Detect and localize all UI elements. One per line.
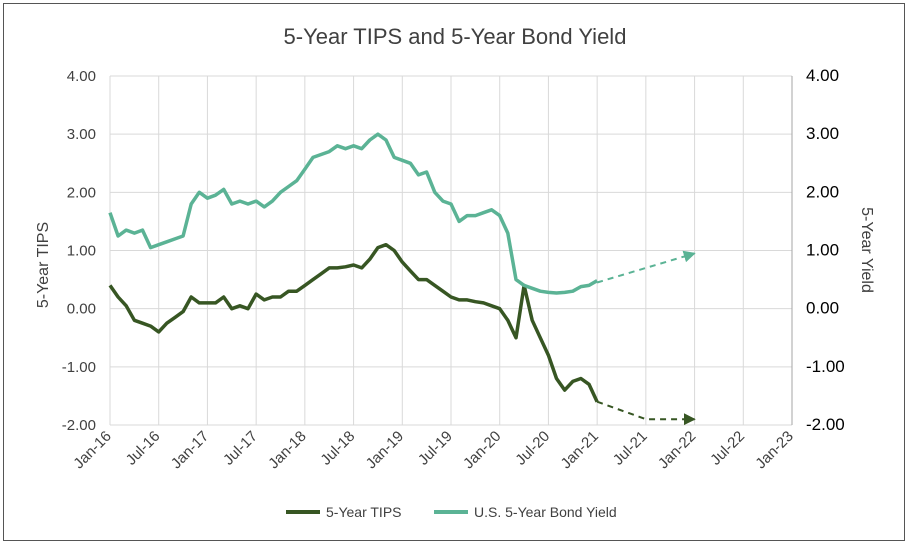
y-right-tick-label: -1.00 (806, 357, 845, 376)
x-tick-label: Jul-16 (123, 428, 164, 469)
x-axis-ticks: Jan-16 Jul-16 Jan-17 Jul-17 Jan-18 Jul-18 Jan-… (70, 428, 796, 472)
y-axis-right-ticks: 4.00 3.00 2.00 1.00 0.00 -1.00 -2.00 (806, 66, 845, 434)
legend-label-yield: U.S. 5-Year Bond Yield (474, 504, 617, 520)
y-right-tick-label: 4.00 (806, 66, 839, 85)
y-right-tick-label: 0.00 (806, 299, 839, 318)
chart-title: 5-Year TIPS and 5-Year Bond Yield (284, 24, 627, 49)
y-left-tick-label: 1.00 (67, 243, 96, 260)
y-left-tick-label: 4.00 (67, 68, 96, 85)
y-axis-right-label: 5-Year Yield (858, 207, 875, 293)
y-left-tick-label: 0.00 (67, 301, 96, 318)
series-lines (108, 132, 696, 426)
legend: 5-Year TIPS U.S. 5-Year Bond Yield (286, 504, 617, 520)
x-tick-label: Jan-16 (70, 428, 114, 472)
x-tick-label: Jan-22 (655, 428, 699, 472)
chart-frame (3, 3, 905, 541)
gridlines (109, 75, 793, 426)
y-right-tick-label: 1.00 (806, 241, 839, 260)
x-tick-label: Jul-22 (707, 428, 748, 469)
bond-yield-series-line (108, 132, 598, 295)
bond-yield-projection-arrow (596, 250, 696, 284)
y-left-tick-label: -2.00 (62, 417, 96, 434)
x-tick-label: Jan-20 (460, 428, 504, 472)
y-left-tick-label: 2.00 (67, 184, 96, 201)
x-tick-label: Jan-23 (752, 428, 796, 472)
x-tick-label: Jul-17 (220, 428, 261, 469)
y-axis-left-label: 5-Year TIPS (35, 222, 52, 308)
y-right-tick-label: 2.00 (806, 182, 839, 201)
legend-label-tips: 5-Year TIPS (326, 504, 402, 520)
tips-series-line (108, 242, 599, 403)
y-axis-left-ticks: 4.00 3.00 2.00 1.00 0.00 -1.00 -2.00 (62, 68, 96, 434)
x-tick-label: Jul-20 (512, 428, 553, 469)
x-tick-label: Jul-19 (415, 428, 456, 469)
x-tick-label: Jan-19 (363, 428, 407, 472)
x-tick-label: Jan-17 (168, 428, 212, 472)
y-right-tick-label: -2.00 (806, 415, 845, 434)
y-left-tick-label: 3.00 (67, 126, 96, 143)
x-tick-label: Jan-21 (558, 428, 602, 472)
y-right-tick-label: 3.00 (806, 124, 839, 143)
y-left-tick-label: -1.00 (62, 359, 96, 376)
x-tick-label: Jan-18 (265, 428, 309, 472)
x-tick-label: Jul-18 (317, 428, 358, 469)
x-tick-label: Jul-21 (610, 428, 651, 469)
